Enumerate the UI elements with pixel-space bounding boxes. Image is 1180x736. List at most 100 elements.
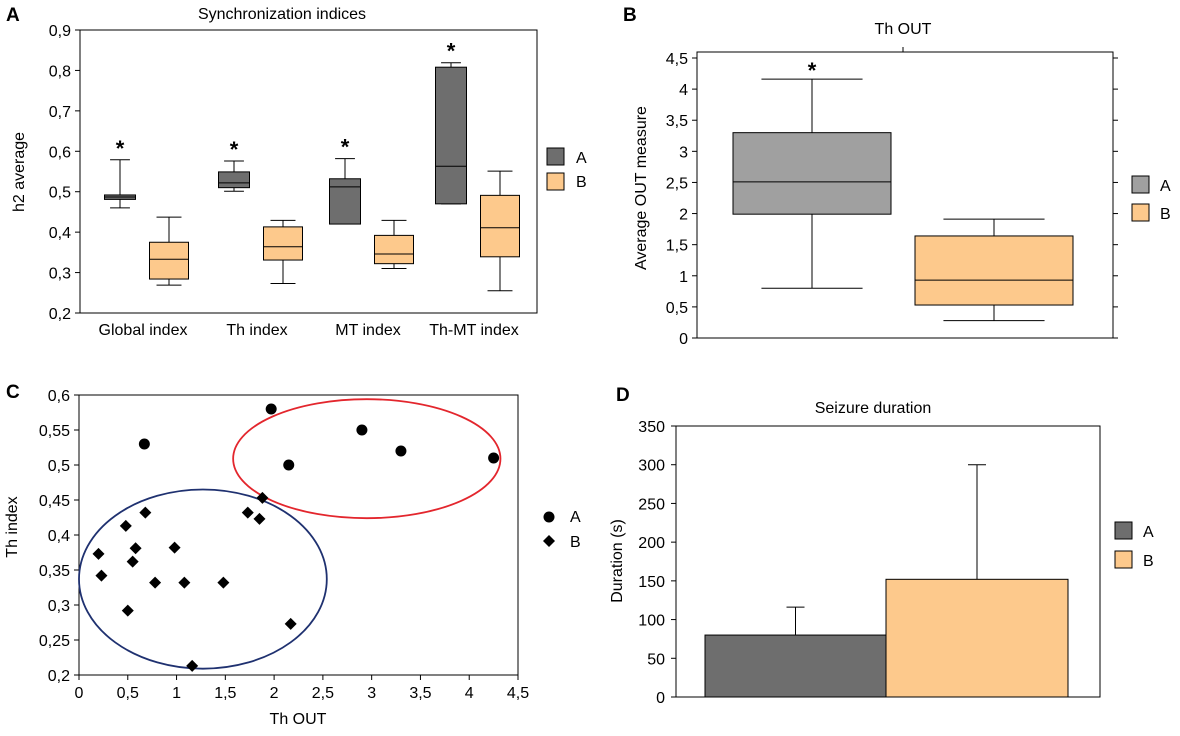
panel-c-point-a bbox=[138, 438, 150, 450]
panel-c-point-b bbox=[119, 519, 132, 532]
panel-a-x-axis: Global index Th index MT index Th-MT index bbox=[99, 322, 519, 339]
panel-b-ytick-label: 0,5 bbox=[666, 300, 688, 317]
panel-c-point-b bbox=[168, 541, 181, 554]
panel-d-legend: A B bbox=[1114, 521, 1154, 570]
panel-b-plot-frame bbox=[696, 51, 1114, 339]
panel-d-ytick-label: 200 bbox=[638, 535, 665, 552]
legend-c-label-b: B bbox=[570, 534, 581, 551]
panel-b-ylabel: Average OUT measure bbox=[633, 106, 650, 270]
panel-a-significance-star: * bbox=[116, 136, 125, 161]
panel-a-ytick-label: 0,7 bbox=[49, 104, 71, 121]
panel-c-point-b bbox=[95, 569, 108, 582]
panel-a: A Synchronization indices h2 average 0,2… bbox=[6, 5, 587, 339]
panel-c-ytick-label: 0,45 bbox=[39, 493, 70, 510]
panel-b-legend: A B bbox=[1131, 175, 1171, 223]
panel-a-significance-star: * bbox=[341, 135, 350, 160]
panel-a-box-b-box bbox=[480, 194, 520, 258]
panel-d-ylabel: Duration (s) bbox=[609, 519, 626, 603]
panel-c-ytick-label: 0,2 bbox=[48, 668, 70, 685]
panel-b-box-b-box bbox=[914, 235, 1074, 306]
panel-c-xlabel: Th OUT bbox=[270, 711, 327, 728]
panel-a-ylabel: h2 average bbox=[11, 132, 28, 212]
panel-a-significance-star: * bbox=[447, 39, 456, 64]
panel-c-letter: C bbox=[6, 382, 20, 403]
panel-b-ytick-label: 3,5 bbox=[666, 113, 688, 130]
panel-c-point-b bbox=[217, 576, 230, 589]
panel-c-xtick-label: 3,5 bbox=[409, 685, 431, 702]
panel-c-xtick-label: 1 bbox=[172, 685, 181, 702]
panel-c-point-b bbox=[186, 659, 199, 672]
panel-c-point-a bbox=[356, 424, 368, 436]
panel-d-ytick-label: 150 bbox=[638, 574, 665, 591]
panel-c-ytick-label: 0,55 bbox=[39, 423, 70, 440]
panel-d-ytick-label: 0 bbox=[656, 690, 665, 707]
panel-c-y-axis: 0,2 0,25 0,3 0,35 0,4 0,45 0,5 0,55 0,6 bbox=[39, 388, 79, 685]
panel-c-point-b bbox=[92, 547, 105, 560]
panel-a-ytick-label: 0,2 bbox=[49, 306, 71, 323]
legend-d-label-b: B bbox=[1143, 553, 1154, 570]
panel-a-category-label: Global index bbox=[99, 322, 188, 339]
panel-a-ytick-label: 0,8 bbox=[49, 63, 71, 80]
panel-b-y-axis: 0 0,5 1 1,5 2 2,5 3 3,5 4 4,5 bbox=[666, 51, 697, 348]
panel-d-bar-a bbox=[704, 634, 887, 698]
panel-c-cluster-ellipse-blue bbox=[78, 488, 328, 670]
panel-a-ytick-label: 0,4 bbox=[49, 225, 71, 242]
panel-b-letter: B bbox=[623, 5, 637, 26]
panel-c-xtick-label: 1,5 bbox=[214, 685, 236, 702]
panel-c-ellipses bbox=[78, 398, 502, 670]
panel-c-ytick-label: 0,6 bbox=[48, 388, 70, 405]
panel-b-title: Th OUT bbox=[875, 21, 932, 38]
panel-a-plot-frame bbox=[79, 29, 538, 314]
panel-c-xtick-label: 2 bbox=[270, 685, 279, 702]
panel-d-y-axis: 0 50 100 150 200 250 300 350 bbox=[638, 419, 676, 707]
legend-c-marker-b bbox=[543, 535, 555, 547]
legend-a-label-b: B bbox=[576, 174, 587, 191]
panel-a-category-label: MT index bbox=[335, 322, 401, 339]
panel-b-ytick-label: 3 bbox=[679, 144, 688, 161]
panel-b-ytick-label: 1 bbox=[679, 269, 688, 286]
panel-c-xtick-label: 0 bbox=[75, 685, 84, 702]
panel-d-title: Seizure duration bbox=[815, 400, 932, 417]
panel-b-ytick-label: 0 bbox=[679, 331, 688, 348]
panel-c-point-b bbox=[256, 491, 269, 504]
legend-d-swatch-b bbox=[1114, 550, 1133, 569]
panel-a-box-a-box bbox=[329, 178, 361, 225]
panel-c-point-b bbox=[178, 576, 191, 589]
panel-c-point-a bbox=[488, 452, 500, 464]
panel-a-box-b-box bbox=[263, 226, 303, 261]
legend-b-swatch-b bbox=[1131, 203, 1150, 222]
panel-b: B Th OUT Average OUT measure 0 0,5 1 1,5 2 2,… bbox=[623, 5, 1171, 348]
panel-c-point-b bbox=[253, 512, 266, 525]
panel-c-point-b bbox=[126, 555, 139, 568]
panel-a-box-a-box bbox=[218, 171, 250, 189]
legend-b-swatch-a bbox=[1131, 175, 1150, 194]
panel-a-category-label: Th-MT index bbox=[429, 322, 519, 339]
panel-a-y-axis: 0,2 0,3 0,4 0,5 0,6 0,7 0,8 0,9 bbox=[49, 23, 80, 323]
panel-d-ytick-label: 250 bbox=[638, 496, 665, 513]
legend-a-swatch-b bbox=[546, 172, 565, 191]
panel-a-category-label: Th index bbox=[226, 322, 287, 339]
legend-d-label-a: A bbox=[1143, 524, 1154, 541]
panel-c-ytick-label: 0,3 bbox=[48, 598, 70, 615]
panel-a-box-b-box bbox=[149, 241, 189, 280]
panel-c-xtick-label: 0,5 bbox=[117, 685, 139, 702]
panel-c-x-axis: 0 0,5 1 1,5 2 2,5 3 3,5 4 4,5 bbox=[75, 675, 529, 702]
panel-c-ylabel: Th index bbox=[4, 496, 21, 557]
panel-d-bar-b bbox=[885, 578, 1069, 698]
panel-c-xtick-label: 3 bbox=[367, 685, 376, 702]
panel-c-point-a bbox=[283, 459, 295, 471]
panel-d-ytick-label: 350 bbox=[638, 419, 665, 436]
panel-b-boxes: * bbox=[732, 47, 1118, 339]
panel-d-letter: D bbox=[616, 385, 630, 406]
panel-a-legend: A B bbox=[546, 147, 587, 191]
legend-a-swatch-a bbox=[546, 147, 565, 166]
panel-c-ytick-label: 0,5 bbox=[48, 458, 70, 475]
panel-c-xtick-label: 4,5 bbox=[507, 685, 529, 702]
panel-d-ytick-label: 300 bbox=[638, 458, 665, 475]
panel-a-box-b-box bbox=[374, 234, 414, 265]
legend-c-label-a: A bbox=[570, 509, 581, 526]
panel-b-box-a-box bbox=[732, 132, 892, 215]
panel-c-point-b bbox=[139, 506, 152, 519]
panel-a-box-a-box bbox=[435, 66, 467, 205]
